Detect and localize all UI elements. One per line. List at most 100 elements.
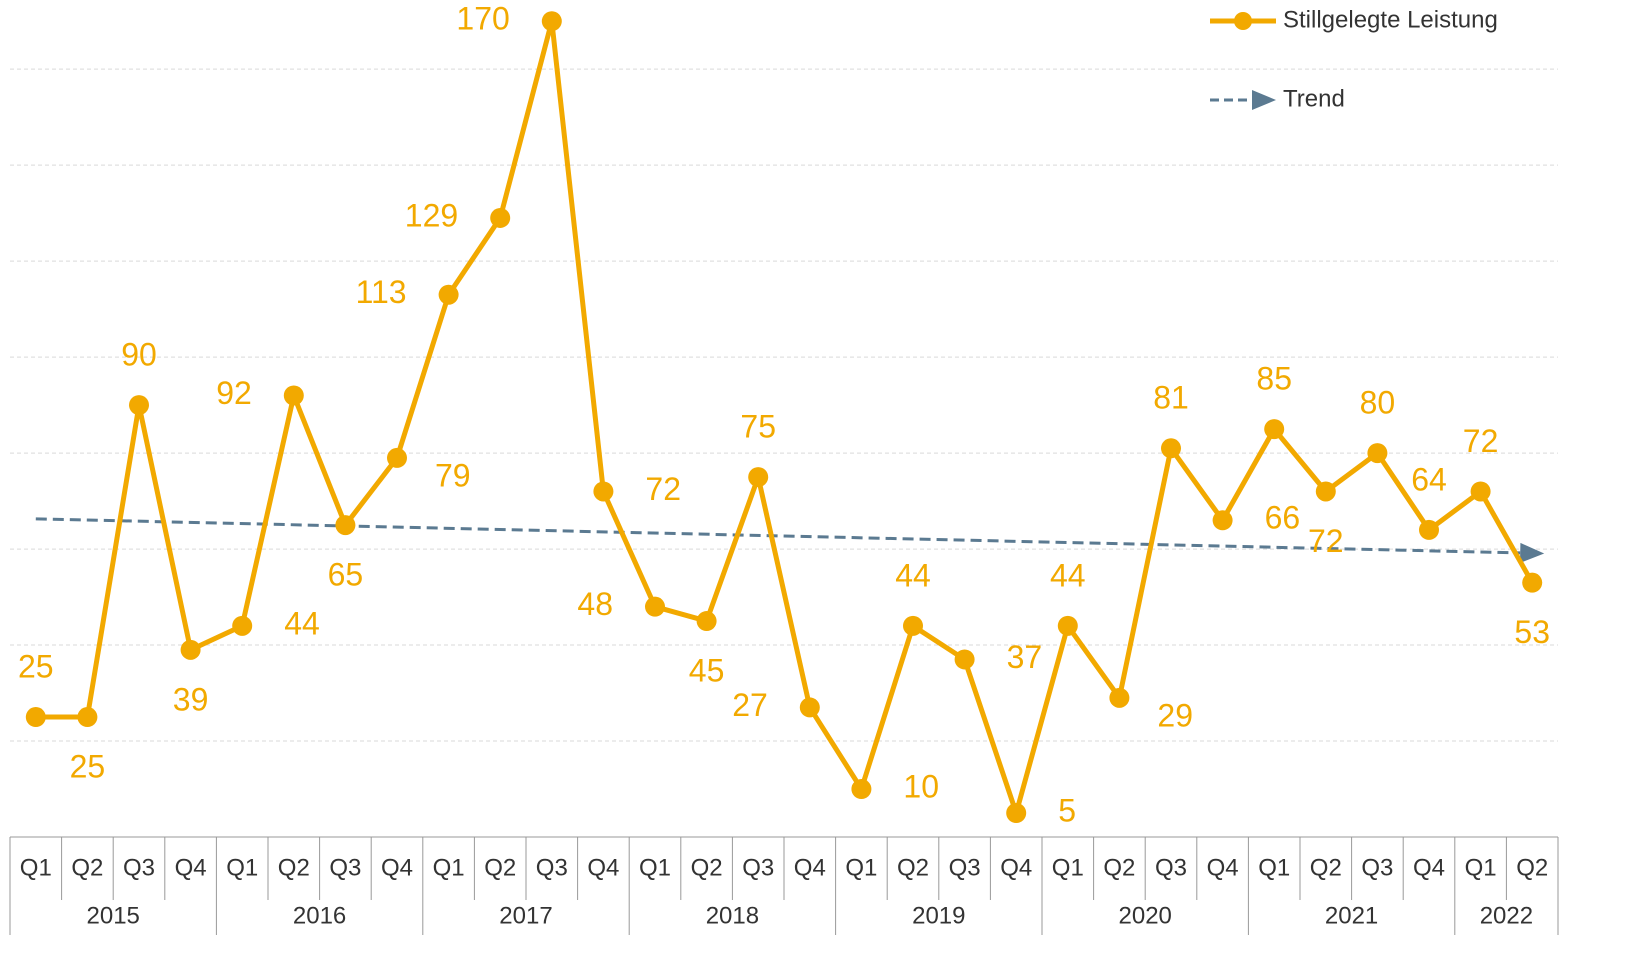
data-label: 39 (173, 681, 209, 717)
data-point (903, 615, 923, 636)
data-label: 25 (18, 648, 54, 684)
data-label: 48 (577, 586, 613, 622)
data-point (1057, 615, 1078, 636)
x-tick-label: Q3 (123, 854, 155, 881)
data-label: 75 (740, 409, 776, 445)
x-tick-label: Q1 (226, 854, 258, 881)
x-group-label: 2020 (1119, 902, 1172, 929)
x-tick-label: Q3 (949, 854, 981, 881)
data-label: 113 (356, 274, 407, 310)
x-tick-label: Q1 (639, 854, 671, 881)
x-tick-label: Q4 (1207, 854, 1239, 881)
data-label: 44 (895, 557, 931, 593)
data-label: 5 (1058, 792, 1076, 828)
data-point (593, 481, 614, 502)
x-tick-label: Q2 (1103, 854, 1135, 881)
legend-marker (1234, 12, 1252, 30)
data-point (232, 615, 253, 636)
data-label: 29 (1157, 697, 1193, 733)
data-point (645, 596, 665, 617)
x-tick-label: Q4 (1000, 854, 1032, 881)
data-point (180, 639, 201, 660)
x-tick-label: Q1 (1258, 854, 1290, 881)
x-tick-label: Q2 (71, 854, 103, 881)
data-point (954, 649, 975, 670)
x-tick-label: Q1 (1052, 854, 1084, 881)
data-label: 129 (405, 197, 458, 233)
x-tick-label: Q4 (175, 854, 207, 881)
data-label: 27 (732, 687, 768, 723)
data-label: 85 (1256, 361, 1292, 397)
data-label: 170 (456, 1, 509, 37)
x-tick-label: Q3 (742, 854, 774, 881)
data-label: 92 (216, 375, 252, 411)
data-label: 81 (1153, 380, 1189, 416)
data-point (1161, 438, 1181, 459)
data-point (1006, 803, 1027, 824)
data-label: 65 (328, 557, 364, 593)
x-tick-label: Q2 (1310, 854, 1342, 881)
data-label: 37 (1007, 639, 1043, 675)
trend-arrow (1519, 542, 1545, 563)
data-point (1212, 510, 1233, 531)
x-tick-label: Q3 (1361, 854, 1393, 881)
data-label: 72 (645, 471, 681, 507)
data-label: 10 (903, 768, 939, 804)
data-point (335, 515, 356, 536)
data-point (1419, 519, 1439, 540)
data-label: 90 (121, 337, 157, 373)
data-point (1522, 572, 1543, 593)
data-label: 53 (1514, 614, 1550, 650)
x-tick-label: Q3 (329, 854, 361, 881)
x-group-label: 2017 (499, 902, 552, 929)
data-label: 66 (1265, 500, 1301, 536)
data-point (387, 447, 407, 468)
x-tick-label: Q1 (433, 854, 465, 881)
data-point (25, 707, 46, 728)
data-point (490, 207, 511, 228)
data-label: 72 (1463, 423, 1499, 459)
x-tick-label: Q2 (691, 854, 723, 881)
data-point (799, 697, 820, 718)
data-label: 25 (70, 748, 106, 784)
x-group-label: 2022 (1480, 902, 1533, 929)
x-tick-label: Q4 (587, 854, 619, 881)
data-point (129, 395, 149, 416)
x-tick-label: Q2 (897, 854, 929, 881)
data-point (1315, 481, 1336, 502)
data-label: 80 (1360, 385, 1396, 421)
x-group-label: 2021 (1325, 902, 1378, 929)
data-point (1109, 687, 1130, 708)
series-line (35, 18, 1535, 816)
data-point (748, 467, 769, 488)
x-group-label: 2016 (293, 902, 346, 929)
x-tick-label: Q4 (1413, 854, 1445, 881)
x-group-label: 2019 (912, 902, 965, 929)
data-point (438, 284, 459, 305)
data-label: 79 (435, 457, 471, 493)
data-point (851, 779, 872, 800)
x-tick-label: Q1 (845, 854, 877, 881)
x-tick-label: Q2 (1516, 854, 1548, 881)
x-tick-label: Q3 (536, 854, 568, 881)
data-point (283, 385, 304, 406)
data-label: 44 (284, 605, 320, 641)
trend-line (35, 517, 1521, 555)
x-tick-label: Q4 (381, 854, 413, 881)
data-point (696, 611, 717, 632)
x-group-label: 2015 (87, 902, 140, 929)
legend-label: Trend (1283, 85, 1345, 112)
data-point (1470, 481, 1491, 502)
data-point (77, 707, 98, 728)
x-tick-label: Q2 (484, 854, 516, 881)
legend-label: Stillgelegte Leistung (1283, 6, 1498, 33)
x-tick-label: Q1 (20, 854, 52, 881)
x-tick-label: Q1 (1465, 854, 1497, 881)
data-label: 72 (1308, 523, 1344, 559)
data-label: 45 (689, 653, 725, 689)
data-label: 64 (1411, 461, 1447, 497)
data-point (1367, 443, 1388, 464)
data-point (1264, 419, 1285, 440)
x-tick-label: Q4 (794, 854, 826, 881)
